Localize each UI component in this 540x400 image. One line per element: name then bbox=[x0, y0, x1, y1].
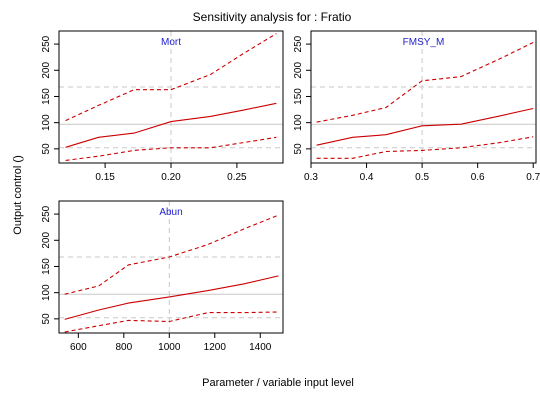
y-tick-label: 150 bbox=[41, 88, 52, 105]
panel-fmsy-m: FMSY_M 0.3 0.4 0.5 0.6 0.7 50 100 150 200 250 bbox=[293, 30, 540, 183]
x-tick-label: 1400 bbox=[249, 342, 272, 353]
y-tick-label: 100 bbox=[41, 114, 52, 131]
series-upper-line bbox=[64, 214, 279, 295]
y-tick-label: 250 bbox=[293, 35, 304, 52]
x-axis-label: Parameter / variable input level bbox=[202, 377, 354, 389]
x-tick-label: 0.15 bbox=[95, 172, 115, 183]
x-tick-label: 0.6 bbox=[471, 172, 485, 183]
panel-frame bbox=[310, 30, 537, 164]
y-tick-label: 150 bbox=[41, 258, 52, 275]
x-tick-label: 800 bbox=[115, 342, 132, 353]
series-lower-line bbox=[64, 311, 279, 333]
x-tick-label: 0.20 bbox=[161, 172, 181, 183]
y-tick-label: 50 bbox=[293, 143, 304, 155]
y-tick-label: 250 bbox=[41, 205, 52, 222]
series-central-line bbox=[65, 102, 277, 148]
chart-title: Sensitivity analysis for : Fratio bbox=[193, 10, 352, 24]
x-tick-label: 1200 bbox=[204, 342, 227, 353]
y-tick-label: 200 bbox=[41, 232, 52, 249]
x-tick-label: 0.5 bbox=[415, 172, 429, 183]
series-lower-line bbox=[316, 136, 534, 159]
x-tick-label: 0.4 bbox=[360, 172, 374, 183]
x-tick-label: 0.3 bbox=[304, 172, 318, 183]
panel-title: Abun bbox=[159, 207, 182, 218]
y-tick-label: 50 bbox=[41, 313, 52, 325]
x-tick-label: 1000 bbox=[158, 342, 181, 353]
y-tick-label: 100 bbox=[293, 114, 304, 131]
panel-title: FMSY_M bbox=[403, 37, 445, 48]
y-tick-label: 100 bbox=[41, 284, 52, 301]
series-central-line bbox=[316, 107, 534, 146]
panel-abun: Abun 600 800 1000 1200 1400 50 100 150 200 250 bbox=[41, 200, 284, 353]
series-upper-line bbox=[65, 33, 277, 122]
panel-title: Mort bbox=[161, 37, 181, 48]
series-upper-line bbox=[316, 42, 534, 123]
panel-frame bbox=[58, 200, 284, 334]
y-tick-label: 150 bbox=[293, 88, 304, 105]
x-tick-label: 600 bbox=[70, 342, 87, 353]
series-lower-line bbox=[65, 136, 277, 161]
series-central-line bbox=[64, 275, 279, 320]
panels: Mort 0.15 0.20 0.25 50 100 150 200 250 FMSY_M 0.3 0… bbox=[41, 30, 540, 353]
y-tick-label: 50 bbox=[41, 143, 52, 155]
x-tick-label: 0.25 bbox=[227, 172, 247, 183]
x-tick-label: 0.7 bbox=[526, 172, 540, 183]
y-tick-label: 200 bbox=[293, 62, 304, 79]
y-tick-label: 250 bbox=[41, 35, 52, 52]
y-tick-label: 200 bbox=[41, 62, 52, 79]
y-axis-label: Output control () bbox=[12, 155, 24, 234]
panel-mort: Mort 0.15 0.20 0.25 50 100 150 200 250 bbox=[41, 30, 284, 183]
